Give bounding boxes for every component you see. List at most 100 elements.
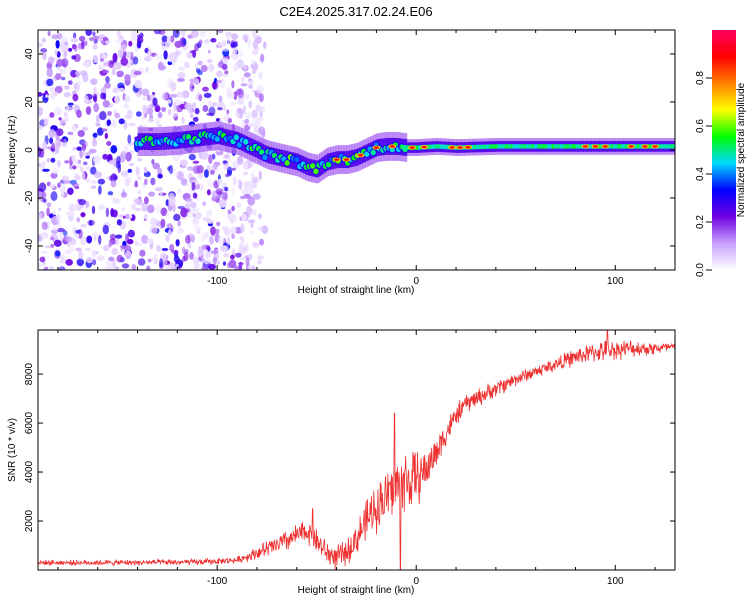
noise-blob: [93, 54, 99, 64]
noise-blob: [231, 80, 235, 89]
noise-blob: [124, 144, 129, 153]
x-tick-label: 0: [413, 576, 419, 587]
noise-blob: [41, 161, 47, 167]
noise-blob: [242, 160, 249, 170]
noise-blob: [116, 30, 121, 38]
noise-blob: [148, 191, 156, 197]
noise-blob: [178, 50, 182, 56]
ridge-hotspot-core: [409, 146, 415, 149]
noise-blob: [222, 191, 228, 202]
noise-blob: [231, 167, 236, 171]
noise-blob: [81, 172, 86, 181]
noise-blob: [153, 30, 162, 35]
noise-blob: [232, 47, 238, 55]
noise-blob: [258, 71, 263, 80]
ridge-blob: [242, 137, 250, 146]
noise-blob: [256, 37, 262, 44]
ridge-band: [573, 144, 576, 149]
noise-blob: [203, 258, 210, 265]
noise-blob: [132, 56, 139, 65]
noise-blob: [79, 70, 88, 76]
noise-blob: [240, 213, 248, 221]
noise-blob: [159, 191, 163, 197]
noise-blob: [167, 223, 173, 229]
noise-blob: [119, 44, 127, 49]
ridge-band: [533, 144, 537, 149]
noise-blob: [173, 213, 181, 221]
noise-blob: [157, 112, 163, 119]
noise-blob: [259, 238, 264, 246]
ridge-band: [489, 144, 493, 149]
noise-blob: [167, 108, 172, 116]
noise-blob: [231, 186, 235, 196]
ridge-band: [659, 144, 662, 149]
noise-blob: [204, 231, 209, 239]
noise-blob: [110, 179, 117, 188]
noise-blob: [177, 220, 181, 227]
noise-blob: [101, 53, 107, 60]
noise-blob: [53, 239, 62, 247]
noise-blob: [65, 259, 73, 266]
noise-blob: [148, 118, 154, 123]
noise-blob: [235, 252, 242, 258]
noise-blob: [127, 134, 132, 144]
ridge-hotspot-core: [373, 146, 379, 149]
ridge-band: [501, 144, 505, 149]
noise-blob: [251, 109, 258, 118]
noise-blob: [38, 143, 42, 147]
ridge-band: [639, 144, 642, 149]
noise-blob: [38, 146, 42, 156]
noise-blob: [165, 266, 171, 270]
ridge-band: [517, 144, 521, 149]
noise-blob: [251, 176, 259, 184]
noise-blob: [68, 203, 75, 213]
noise-blob: [190, 30, 199, 38]
noise-blob: [186, 201, 191, 206]
noise-blob: [215, 80, 223, 83]
noise-blob: [135, 200, 144, 206]
noise-blob: [67, 80, 73, 85]
noise-blob: [112, 209, 118, 218]
ridge-band: [404, 145, 407, 150]
noise-blob: [104, 266, 113, 270]
ridge-hotspot-core: [465, 146, 471, 149]
noise-blob: [137, 258, 146, 266]
ridge-band: [547, 144, 550, 149]
noise-blob: [122, 215, 126, 219]
ridge-band: [440, 144, 443, 149]
noise-blob: [55, 250, 61, 257]
noise-blob: [75, 247, 82, 251]
noise-blob: [258, 213, 262, 220]
noise-blob: [41, 191, 47, 199]
noise-blob: [243, 64, 248, 70]
noise-blob: [99, 111, 107, 121]
noise-blob: [185, 234, 191, 244]
noise-blob: [93, 39, 98, 44]
ridge-band: [531, 144, 535, 149]
noise-blob: [243, 181, 251, 191]
noise-blob: [223, 252, 230, 258]
noise-blob: [171, 249, 179, 255]
noise-blob: [70, 37, 78, 43]
noise-blob: [120, 191, 128, 198]
noise-blob: [256, 84, 264, 94]
ridge-band: [609, 144, 612, 149]
noise-blob: [42, 141, 47, 150]
noise-blob: [172, 108, 179, 118]
noise-blob: [160, 207, 168, 217]
ridge-band: [436, 144, 439, 149]
colorbar-gradient: [712, 30, 736, 270]
ridge-band: [673, 144, 675, 149]
noise-blob: [55, 213, 61, 223]
noise-blob: [50, 191, 58, 202]
noise-blob: [108, 160, 115, 165]
noise-blob: [259, 53, 265, 63]
ridge-band: [535, 144, 539, 149]
noise-blob: [217, 236, 225, 245]
noise-blob: [101, 128, 108, 132]
noise-blob: [102, 100, 110, 108]
noise-blob: [238, 51, 244, 57]
noise-blob: [224, 186, 229, 192]
noise-blob: [83, 161, 88, 166]
ridge-band: [539, 144, 542, 149]
